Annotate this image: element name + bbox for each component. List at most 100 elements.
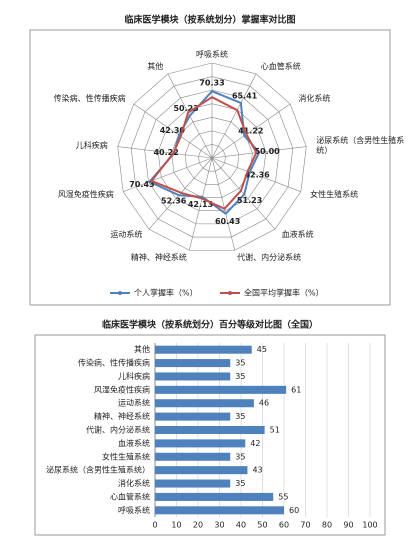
x-tick-label: 0: [152, 521, 157, 530]
radar-ring: [198, 144, 226, 172]
bar: [155, 425, 265, 435]
y-tick-label: 心血管系统: [110, 491, 150, 501]
bar: [155, 345, 252, 354]
radar-spoke: [123, 157, 213, 192]
y-tick-label: 精神、神经系统: [94, 411, 150, 421]
data-label: 35: [235, 412, 245, 421]
bar: [155, 452, 231, 461]
y-tick-label: 泌尿系统（含男性生殖系统）: [46, 465, 150, 475]
y-tick-label: 血液系统: [118, 438, 150, 448]
x-tick-label: 30: [214, 521, 224, 530]
category-label: 其他: [147, 61, 164, 71]
x-tick-label: 50: [257, 521, 267, 530]
data-label: 70.43: [129, 180, 154, 189]
x-tick-label: 80: [322, 521, 332, 530]
radar-spoke: [188, 157, 213, 251]
data-label: 35: [235, 359, 245, 368]
category-label: 传染病、性传播疾病: [53, 94, 126, 104]
data-label: 42.36: [244, 171, 270, 180]
data-label: 40.22: [153, 148, 178, 157]
radar-spoke: [133, 103, 213, 159]
y-tick-label: 运动系统: [118, 398, 150, 408]
radar-spoke: [211, 157, 301, 192]
data-label: 50.00: [254, 147, 280, 156]
data-label: 41.22: [238, 127, 263, 136]
bar: [155, 479, 231, 488]
radar-ring: [130, 76, 294, 238]
data-label: 55: [278, 492, 288, 501]
data-label: 51: [270, 426, 280, 435]
y-tick-label: 代谢、内分泌系统: [86, 425, 150, 435]
legend-marker: [118, 291, 122, 295]
data-label: 52.36: [161, 197, 187, 206]
radar-line: [147, 89, 261, 216]
data-label: 61: [291, 385, 301, 394]
data-label: 42.30: [160, 126, 186, 135]
category-label: 儿科疾病: [75, 140, 108, 150]
category-label: 血液系统: [281, 230, 314, 240]
category-label: 泌尿系统（含男性生殖系统）: [316, 135, 405, 155]
legend-label: 个人掌握率（%）: [134, 288, 198, 298]
x-tick-label: 100: [362, 521, 377, 530]
category-label: 消化系统: [298, 94, 331, 104]
radar-ring: [157, 103, 267, 212]
category-label: 运动系统: [110, 230, 143, 240]
bar: [155, 372, 231, 381]
data-label: 46: [259, 399, 269, 408]
y-tick-label: 女性生殖系统: [102, 451, 150, 461]
data-label: 42.13: [188, 200, 213, 209]
y-tick-label: 儿科疾病: [118, 371, 150, 381]
data-label: 51.23: [237, 196, 262, 205]
category-label: 精神、神经系统: [130, 253, 187, 262]
data-label: 50.23: [173, 104, 198, 113]
x-tick-label: 10: [171, 521, 181, 530]
y-tick-label: 风湿免疫性疾病: [94, 384, 150, 394]
x-tick-label: 40: [236, 521, 246, 530]
data-label: 60: [289, 506, 299, 515]
bar: [155, 359, 231, 368]
radar-ring: [184, 130, 240, 185]
radar-ring: [144, 89, 280, 225]
radar-title: 临床医学模块（按系统划分）掌握率对比图: [124, 14, 295, 26]
bar: [155, 466, 248, 475]
data-label: 42: [250, 439, 260, 448]
x-tick-label: 70: [300, 521, 310, 530]
bar: [155, 506, 284, 515]
y-tick-label: 呼吸系统: [118, 505, 150, 515]
radar-spoke: [211, 103, 291, 159]
x-tick-label: 90: [343, 521, 353, 530]
data-label: 35: [235, 372, 245, 381]
radar-spoke: [211, 157, 236, 251]
category-label: 风湿免疫性疾病: [57, 189, 114, 199]
data-label: 60.43: [215, 217, 240, 226]
data-label: 35: [235, 479, 245, 488]
x-tick-label: 20: [193, 521, 203, 530]
radar-ring: [117, 62, 307, 251]
category-label: 心血管系统: [260, 61, 301, 71]
data-label: 43: [252, 466, 262, 475]
category-label: 呼吸系统: [196, 50, 228, 59]
bar-frame: [34, 334, 386, 536]
bar: [155, 492, 274, 501]
data-label: 70.33: [199, 79, 224, 88]
radar-spoke: [117, 146, 213, 159]
y-tick-label: 消化系统: [118, 478, 150, 488]
bar: [155, 412, 231, 421]
radar-line: [149, 96, 258, 210]
y-tick-label: 传染病、性传播疾病: [78, 358, 150, 368]
radar-spoke: [211, 73, 257, 159]
radar-frame: [29, 29, 391, 306]
data-label: 65.41: [232, 91, 258, 100]
category-label: 女性生殖系统: [310, 189, 359, 199]
x-tick-label: 60: [279, 521, 289, 530]
data-label: 35: [235, 452, 245, 461]
y-tick-label: 其他: [134, 344, 150, 354]
bar-title: 临床医学模块（按系统划分）百分等级对比图（全国）: [102, 319, 318, 331]
category-label: 代谢、内分泌系统: [237, 253, 302, 262]
data-label: 45: [257, 345, 267, 354]
legend-marker: [228, 291, 232, 295]
bar: [155, 399, 254, 408]
bar: [155, 439, 246, 448]
